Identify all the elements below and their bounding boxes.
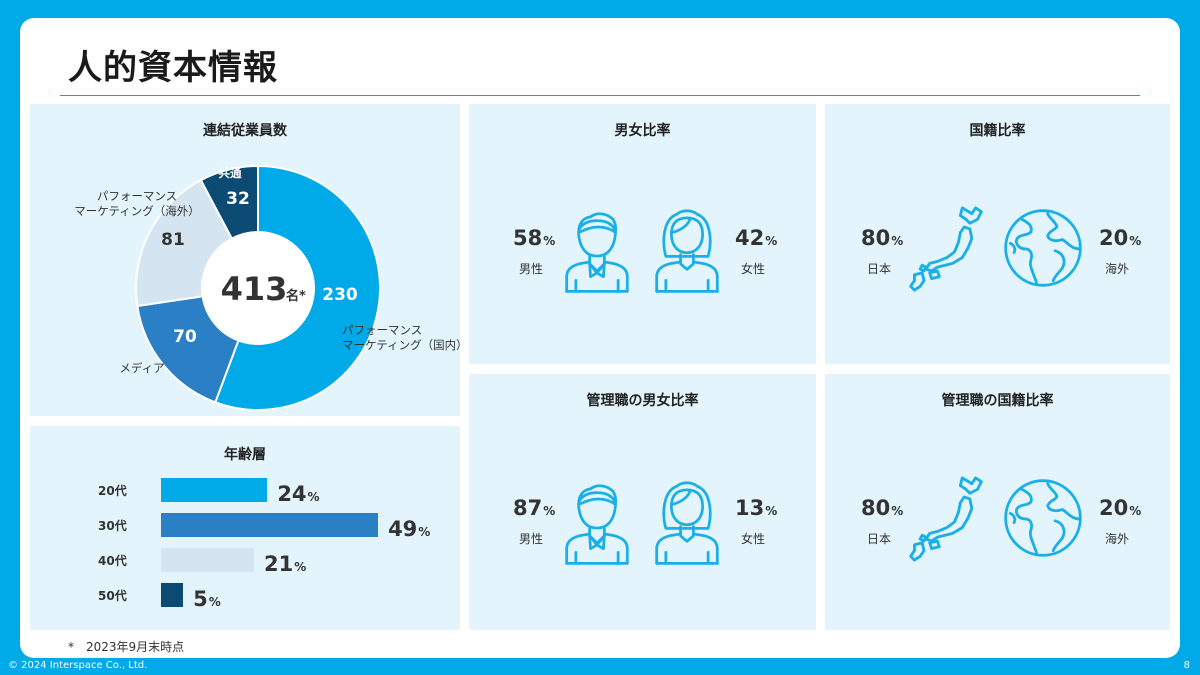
donut-slice-common [199, 164, 259, 240]
donut-value-common: 32 [226, 189, 250, 209]
donut-label-overseas-pm: パフォーマンスマーケティング（海外） [74, 189, 200, 218]
employees-title: 連結従業員数 [203, 123, 287, 139]
male-label: 男性 [518, 262, 543, 276]
donut-label-common: 共通 [219, 166, 242, 180]
page-title: 人的資本情報 [68, 48, 278, 88]
age-bar-40s [161, 548, 255, 572]
female-percentage: 42% [735, 226, 778, 250]
mgr-overseas-label: 海外 [1104, 532, 1129, 546]
globe-icon [1001, 206, 1085, 290]
age-panel: 年齢層 20代 24% 30代 49% 40代 21% 50代 5% [30, 426, 460, 630]
age-label-20s: 20代 [98, 484, 127, 498]
nationality-title: 国籍比率 [969, 123, 1026, 139]
mgr-gender-title: 管理職の男女比率 [586, 393, 699, 409]
slide: 人的資本情報 連結従業員数 413 名* 230 パフォーマンスマーケティング（国内）… [20, 18, 1180, 658]
age-value-40s: 21% [264, 552, 307, 576]
mgr-globe-icon [1001, 476, 1085, 560]
age-bar-20s [161, 478, 268, 502]
donut-slice-domestic-pm [214, 164, 381, 411]
japan-label: 日本 [866, 262, 891, 276]
male-person-icon [563, 206, 631, 294]
donut-hole [203, 233, 313, 343]
female-label: 女性 [740, 262, 765, 276]
mgr-overseas-percentage: 20% [1099, 496, 1142, 520]
donut-label-media: メディア [119, 361, 164, 375]
mgr-female-person-icon [653, 478, 721, 566]
mgr-female-label: 女性 [740, 532, 765, 546]
overseas-percentage: 20% [1099, 226, 1142, 250]
age-bar-50s [161, 583, 184, 607]
age-value-50s: 5% [193, 587, 221, 611]
mgr-gender-panel: 管理職の男女比率 87% 男性 13% 女性 [469, 374, 816, 630]
male-percentage: 58% [513, 226, 556, 250]
mgr-japan-label: 日本 [866, 532, 891, 546]
age-value-20s: 24% [277, 482, 320, 506]
mgr-male-percentage: 87% [513, 496, 556, 520]
age-label-40s: 40代 [98, 554, 127, 568]
page-number: 8 [1183, 660, 1190, 671]
gender-panel: 男女比率 58% 男性 42% 女性 [469, 104, 816, 364]
title-divider [60, 95, 1140, 96]
age-label-50s: 50代 [98, 589, 127, 603]
female-person-icon [653, 206, 721, 294]
mgr-nationality-title: 管理職の国籍比率 [941, 393, 1054, 409]
mgr-male-person-icon [563, 478, 631, 566]
mgr-male-label: 男性 [518, 532, 543, 546]
age-bar-30s [161, 513, 379, 537]
footnote: * 2023年9月末時点 [68, 640, 185, 654]
donut-slice-media [136, 295, 240, 404]
donut-value-media: 70 [173, 327, 197, 347]
mgr-nationality-panel: 管理職の国籍比率 80% 日本 20% 海外 [825, 374, 1170, 630]
donut-label-domestic-pm: パフォーマンスマーケティング（国内） [342, 323, 460, 352]
employees-panel: 連結従業員数 413 名* 230 パフォーマンスマーケティング（国内） 70 メディア 8… [30, 104, 460, 416]
overseas-label: 海外 [1104, 262, 1129, 276]
gender-title: 男女比率 [614, 123, 671, 139]
copyright: © 2024 Interspace Co., Ltd. [8, 660, 148, 671]
mgr-female-percentage: 13% [735, 496, 778, 520]
japan-map-icon [903, 204, 989, 294]
donut-slice-overseas-pm [135, 178, 234, 308]
age-value-30s: 49% [388, 517, 431, 541]
japan-percentage: 80% [861, 226, 904, 250]
age-label-30s: 30代 [98, 519, 127, 533]
mgr-japan-percentage: 80% [861, 496, 904, 520]
donut-total-value: 413 [221, 270, 288, 308]
nationality-panel: 国籍比率 80% 日本 20% 海外 [825, 104, 1170, 364]
age-title: 年齢層 [224, 447, 266, 463]
donut-value-domestic-pm: 230 [322, 285, 358, 305]
donut-total-unit: 名* [286, 288, 306, 304]
donut-value-overseas-pm: 81 [161, 230, 185, 250]
mgr-japan-map-icon [903, 474, 989, 564]
